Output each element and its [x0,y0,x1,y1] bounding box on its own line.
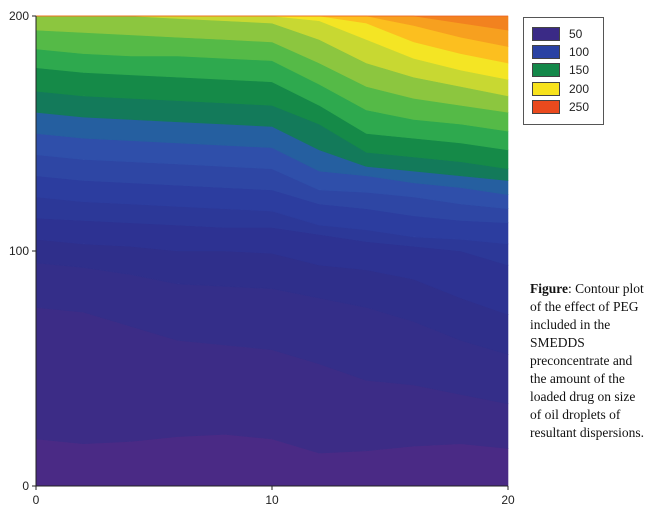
x-tick-label: 10 [265,493,279,507]
legend-label: 200 [569,81,590,96]
y-tick-label: 100 [9,244,29,258]
x-tick-label: 0 [33,493,40,507]
figure-caption: Figure: Contour plot of the effect of PE… [530,280,646,442]
legend-item: 150 [532,62,589,78]
x-tick-label: 20 [501,493,515,507]
legend-swatch [532,27,560,41]
legend-label: 100 [569,45,590,60]
legend-swatch [532,81,560,96]
legend-item: 200 [532,81,589,97]
legend-label: 50 [569,27,583,41]
legend-label: 250 [569,99,590,114]
y-tick-label: 200 [9,9,29,23]
legend-item: 50 [532,26,582,42]
y-tick-label: 0 [22,479,29,493]
caption-lead: Figure [530,281,568,296]
caption-text: : Contour plot of the effect of PEG incl… [530,281,644,440]
legend-swatch [532,99,560,114]
axes [32,15,509,490]
legend: 50 100 150 200 250 [523,17,604,125]
legend-item: 100 [532,44,589,60]
legend-swatch [532,63,560,78]
contour-bands [35,15,509,487]
legend-swatch [532,45,560,60]
legend-label: 150 [569,63,590,78]
legend-item: 250 [532,99,589,115]
